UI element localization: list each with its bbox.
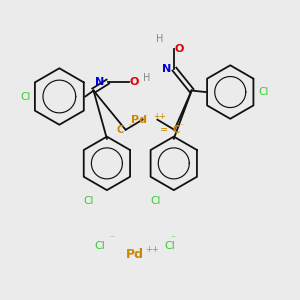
Text: Cl: Cl: [165, 241, 176, 251]
Text: Pd: Pd: [126, 248, 144, 261]
Text: Cl: Cl: [259, 87, 269, 97]
Text: ⁻: ⁻: [127, 122, 131, 131]
Text: ++: ++: [153, 112, 166, 121]
Text: O: O: [174, 44, 184, 54]
Text: Cl: Cl: [151, 196, 161, 206]
Text: H: H: [142, 73, 150, 83]
Text: C: C: [117, 125, 124, 135]
Text: Cl: Cl: [94, 241, 105, 251]
Text: N: N: [95, 76, 104, 87]
Text: Cl: Cl: [20, 92, 31, 101]
Text: H: H: [156, 34, 164, 44]
Text: ⁻: ⁻: [180, 122, 184, 131]
Text: ++: ++: [146, 245, 159, 254]
Text: ⁻: ⁻: [171, 235, 176, 244]
Text: Pd: Pd: [131, 115, 147, 125]
Text: O: O: [129, 76, 139, 87]
Text: N: N: [162, 64, 171, 74]
Text: =: =: [160, 125, 168, 135]
Text: C: C: [173, 125, 180, 135]
Text: Cl: Cl: [83, 196, 94, 206]
Text: ⁻: ⁻: [110, 235, 115, 244]
